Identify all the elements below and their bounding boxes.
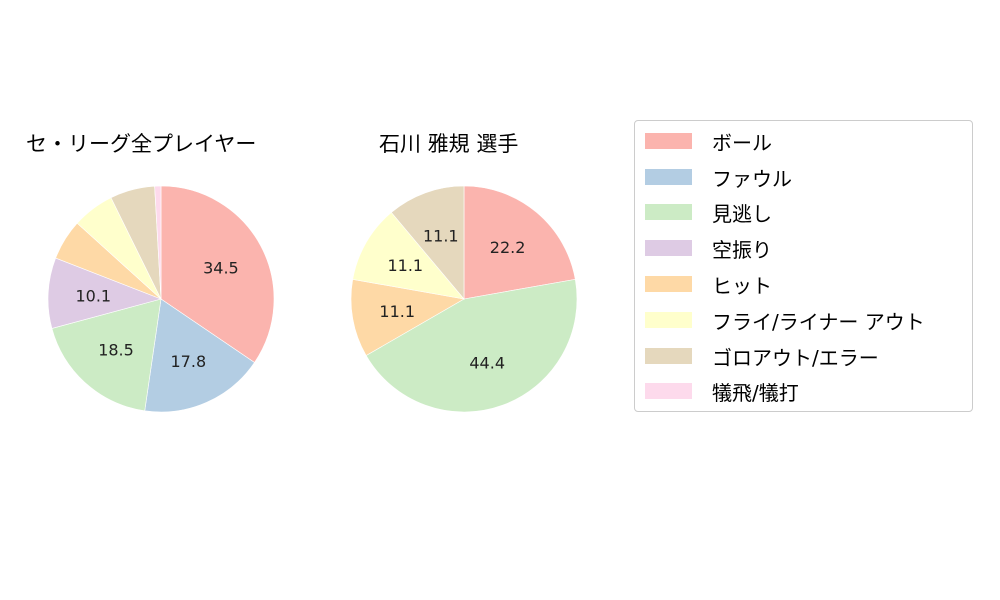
- pie-slice-label: 11.1: [423, 226, 459, 245]
- pie-slice: [160, 185, 275, 363]
- legend-swatch: [645, 348, 692, 364]
- pie-slice: [144, 298, 255, 413]
- legend-item-fly-liner-out: フライ/ライナー アウト: [645, 310, 925, 334]
- legend-item-swinging-strike: 空振り: [645, 238, 772, 262]
- pie-title-league: セ・リーグ全プレイヤー: [26, 132, 257, 156]
- pie-chart-league: 34.5 17.8 18.5 10.1: [47, 185, 275, 413]
- legend-swatch: [645, 240, 692, 256]
- pie-title-player: 石川 雅規 選手: [379, 132, 519, 156]
- legend-label: フライ/ライナー アウト: [712, 309, 925, 334]
- pie-slice: [51, 298, 162, 412]
- legend-label: ファウル: [712, 166, 792, 191]
- pie-slice: [463, 185, 576, 300]
- legend-item-sacrifice: 犠飛/犠打: [645, 381, 799, 405]
- legend-label: 犠飛/犠打: [712, 380, 799, 405]
- legend-label: 見逃し: [712, 201, 772, 226]
- legend: ボール ファウル 見逃し 空振り ヒット フライ/ライナー アウト ゴロアウト/…: [634, 120, 973, 412]
- pie-slice: [365, 279, 578, 413]
- pie-slice-label: 18.5: [98, 341, 134, 360]
- legend-label: ヒット: [712, 273, 772, 298]
- pie-slice: [352, 212, 465, 300]
- legend-swatch: [645, 204, 692, 220]
- legend-label: 空振り: [712, 237, 772, 262]
- pie-slice: [350, 279, 465, 356]
- pie-slice-label: 17.8: [171, 352, 207, 371]
- legend-item-foul: ファウル: [645, 167, 792, 191]
- legend-item-ball: ボール: [645, 131, 772, 155]
- legend-swatch: [645, 312, 692, 328]
- legend-swatch: [645, 276, 692, 292]
- pie-slice-label: 44.4: [469, 354, 505, 373]
- legend-label: ボール: [712, 130, 772, 155]
- pie-chart-player: 22.244.411.111.111.1: [350, 185, 578, 413]
- pie-slice: [154, 185, 162, 300]
- legend-label: ゴロアウト/エラー: [712, 345, 879, 370]
- legend-item-hit: ヒット: [645, 274, 772, 298]
- pie-slice-label: 11.1: [379, 302, 415, 321]
- pie-slice: [47, 257, 162, 329]
- legend-item-ground-out-error: ゴロアウト/エラー: [645, 346, 879, 370]
- pie-slice-label: 22.2: [490, 238, 526, 257]
- legend-item-called-strike: 見逃し: [645, 202, 772, 226]
- legend-swatch: [645, 133, 692, 149]
- pie-slice-label: 10.1: [75, 286, 111, 305]
- legend-swatch: [645, 383, 692, 399]
- pie-slice: [390, 185, 465, 300]
- legend-swatch: [645, 169, 692, 185]
- pie-slice-label: 34.5: [203, 258, 239, 277]
- pie-slice-label: 11.1: [387, 256, 423, 275]
